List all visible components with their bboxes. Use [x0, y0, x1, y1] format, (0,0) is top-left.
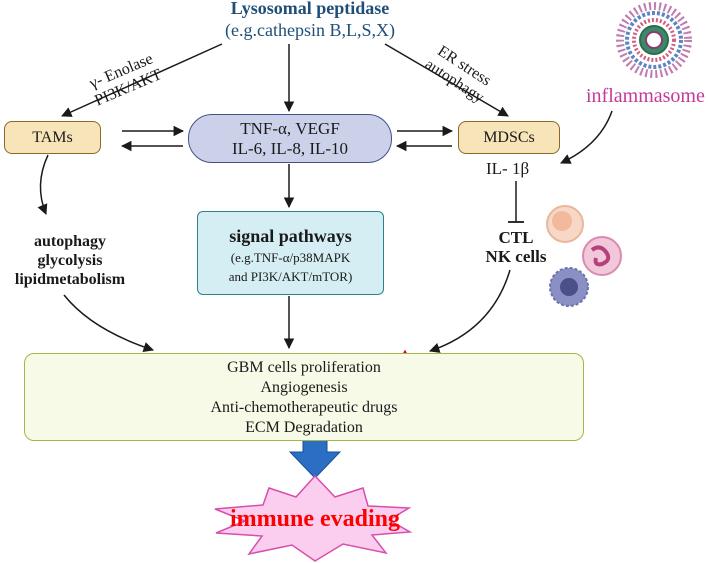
outcome-angiogenesis: Angiogenesis — [260, 379, 348, 396]
signal-sub1: (e.g.TNF-α/p38MAPK — [230, 250, 351, 265]
cytokines-line2: IL-6, IL-8, IL-10 — [231, 138, 349, 158]
mdscs-label: MDSCs — [483, 128, 535, 146]
signal-sub2: and PI3K/AKT/mTOR) — [228, 269, 353, 284]
cytokines-line1: TNF-α, VEGF — [240, 118, 340, 138]
peptidase-title: Lysosomal peptidase — [230, 0, 390, 18]
immune-cells-label: CTL NK cells — [476, 228, 556, 266]
cell-icon-nk — [549, 267, 589, 307]
ctl-label: CTL — [498, 228, 534, 247]
inflammasome-label: inflammasome — [586, 85, 705, 107]
signal-pathways-box: signal pathways (e.g.TNF-α/p38MAPK and P… — [197, 211, 384, 295]
arrow-tams-to-metabolism — [37, 154, 49, 215]
arrow-peptidase-to-mdscs — [384, 43, 509, 117]
arrow-inflammasome-to-il1b — [560, 110, 613, 164]
nk-label: NK cells — [485, 247, 547, 266]
arrow-metabolism-to-outcomes — [63, 294, 154, 353]
peptidase-examples: (e.g.cathepsin B,L,S,X) — [225, 20, 395, 40]
outcome-antichemo: Anti-chemotherapeutic drugs — [210, 399, 398, 416]
tams-box: TAMs — [4, 121, 101, 154]
mdscs-box: MDSCs — [458, 121, 560, 154]
outcome-proliferation: GBM cells proliferation — [227, 359, 381, 376]
il1b-label: IL- 1β — [486, 159, 530, 178]
tams-label: TAMs — [32, 128, 73, 146]
outcomes-box: GBM cells proliferation Angiogenesis Ant… — [24, 353, 584, 441]
cell-icon-ctl — [546, 205, 584, 243]
signal-title: signal pathways — [229, 226, 352, 246]
immune-evading-label: immune evading — [229, 506, 400, 532]
inflammasome-icon — [616, 2, 692, 78]
immune-evading-burst — [214, 474, 413, 562]
outcome-ecm: ECM Degradation — [245, 419, 363, 436]
metabolism-lipid: lipidmetabolism — [14, 271, 126, 288]
metabolism-autophagy: autophagy — [33, 233, 107, 250]
big-down-arrow — [288, 439, 342, 479]
arrow-ctl-to-outcomes — [429, 269, 511, 353]
metabolism-list: autophagy glycolysis lipidmetabolism — [0, 232, 140, 289]
arrow-peptidase-to-tams — [61, 43, 223, 117]
metabolism-glycolysis: glycolysis — [37, 252, 103, 269]
cell-icon-neutrophil — [582, 236, 622, 276]
cytokines-box: TNF-α, VEGF IL-6, IL-8, IL-10 — [188, 114, 392, 163]
